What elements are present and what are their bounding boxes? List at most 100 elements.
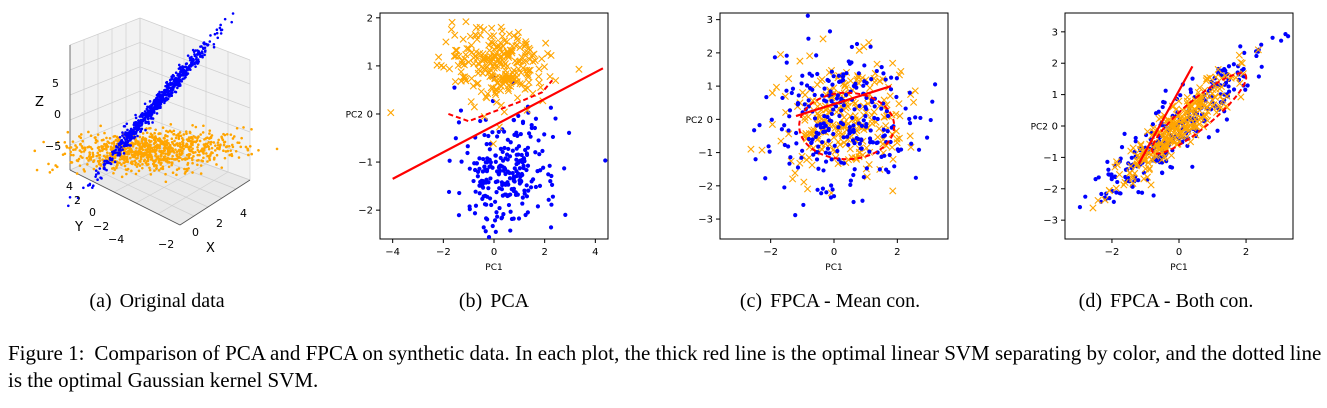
data-point <box>152 142 156 145</box>
data-point <box>109 162 113 166</box>
data-point <box>105 136 108 140</box>
data-point-x <box>485 69 493 77</box>
data-point <box>806 36 811 41</box>
data-point <box>120 139 123 142</box>
data-point <box>488 163 493 169</box>
data-point-x <box>1187 114 1195 122</box>
data-point <box>174 71 178 75</box>
data-point-x <box>863 173 871 181</box>
data-point <box>129 138 132 141</box>
data-point-x <box>1185 122 1193 130</box>
data-point-x <box>1212 73 1220 81</box>
data-point-x <box>1195 106 1204 114</box>
data-point <box>1190 76 1195 81</box>
data-point-x <box>1140 175 1148 183</box>
data-point <box>171 149 175 152</box>
data-point <box>175 150 179 154</box>
data-point <box>838 120 844 125</box>
data-point <box>202 156 205 160</box>
data-point <box>111 150 114 154</box>
data-point <box>246 147 249 151</box>
data-point <box>145 156 149 159</box>
data-point-x <box>531 57 539 65</box>
data-point <box>139 157 143 161</box>
data-point-x <box>470 103 478 111</box>
data-point <box>494 169 500 174</box>
data-point <box>872 115 877 121</box>
z-axis-label: Z <box>35 95 44 110</box>
caption-c-tag: (c) <box>739 290 763 312</box>
3d-axes-grid <box>69 17 251 226</box>
data-point <box>465 144 470 149</box>
figure-caption: Figure 1: Comparison of PCA and FPCA on s… <box>8 340 1324 394</box>
data-point <box>142 159 146 163</box>
data-point <box>894 76 899 81</box>
data-point <box>157 106 161 110</box>
data-point <box>506 146 511 152</box>
data-point-x <box>465 45 473 53</box>
y-tick-label: 0 <box>1052 122 1058 133</box>
data-point-x <box>1145 164 1154 173</box>
data-point <box>146 115 150 118</box>
data-point <box>109 145 113 149</box>
data-point <box>885 129 890 134</box>
data-point <box>784 53 789 58</box>
y-tick-label: 0 <box>707 115 713 126</box>
data-point <box>881 127 886 132</box>
data-point-x <box>1143 173 1152 181</box>
data-point <box>103 131 106 135</box>
caption-d-text: FPCA - Both con. <box>1109 290 1254 312</box>
data-point <box>118 158 122 161</box>
data-point-x <box>513 94 522 102</box>
data-point-x <box>1164 125 1172 133</box>
data-point-x <box>503 47 511 55</box>
data-point <box>194 136 197 139</box>
data-point <box>1118 156 1123 161</box>
data-point-x <box>1112 184 1120 192</box>
data-point-x <box>874 133 882 141</box>
data-point <box>72 153 75 157</box>
data-point-x <box>1172 105 1181 113</box>
data-point <box>520 160 525 165</box>
data-point <box>145 153 149 157</box>
data-point <box>89 158 93 161</box>
data-point-x <box>804 113 812 121</box>
data-point <box>196 137 199 140</box>
data-point <box>140 122 144 125</box>
data-point <box>508 228 513 233</box>
data-point <box>134 142 137 146</box>
data-point <box>473 189 478 194</box>
x-tick-label: 0 <box>831 247 837 258</box>
data-point <box>763 176 768 181</box>
blue-series <box>752 13 938 218</box>
data-point <box>1164 159 1169 164</box>
data-point <box>490 223 495 229</box>
data-point <box>159 142 163 145</box>
data-point-x <box>1094 196 1102 205</box>
data-point <box>182 133 186 136</box>
data-point <box>868 44 873 49</box>
data-point-x <box>1129 174 1137 183</box>
data-point <box>472 211 478 216</box>
data-point <box>196 58 200 61</box>
data-point <box>174 90 178 94</box>
data-point <box>78 143 82 146</box>
data-point <box>175 168 179 171</box>
data-point <box>814 157 820 162</box>
data-point <box>227 144 231 148</box>
data-point <box>132 123 136 127</box>
data-point <box>502 145 507 151</box>
x-tick-label: 2 <box>541 247 547 258</box>
data-point <box>789 90 794 96</box>
data-point <box>199 164 203 167</box>
data-point <box>806 98 811 103</box>
data-point <box>98 167 102 170</box>
data-point <box>167 86 171 89</box>
data-point-x <box>547 51 555 60</box>
data-point <box>496 129 501 135</box>
data-point <box>108 158 112 161</box>
data-point <box>799 155 804 160</box>
data-point <box>814 130 819 135</box>
data-point <box>907 90 912 95</box>
data-point <box>181 152 184 155</box>
